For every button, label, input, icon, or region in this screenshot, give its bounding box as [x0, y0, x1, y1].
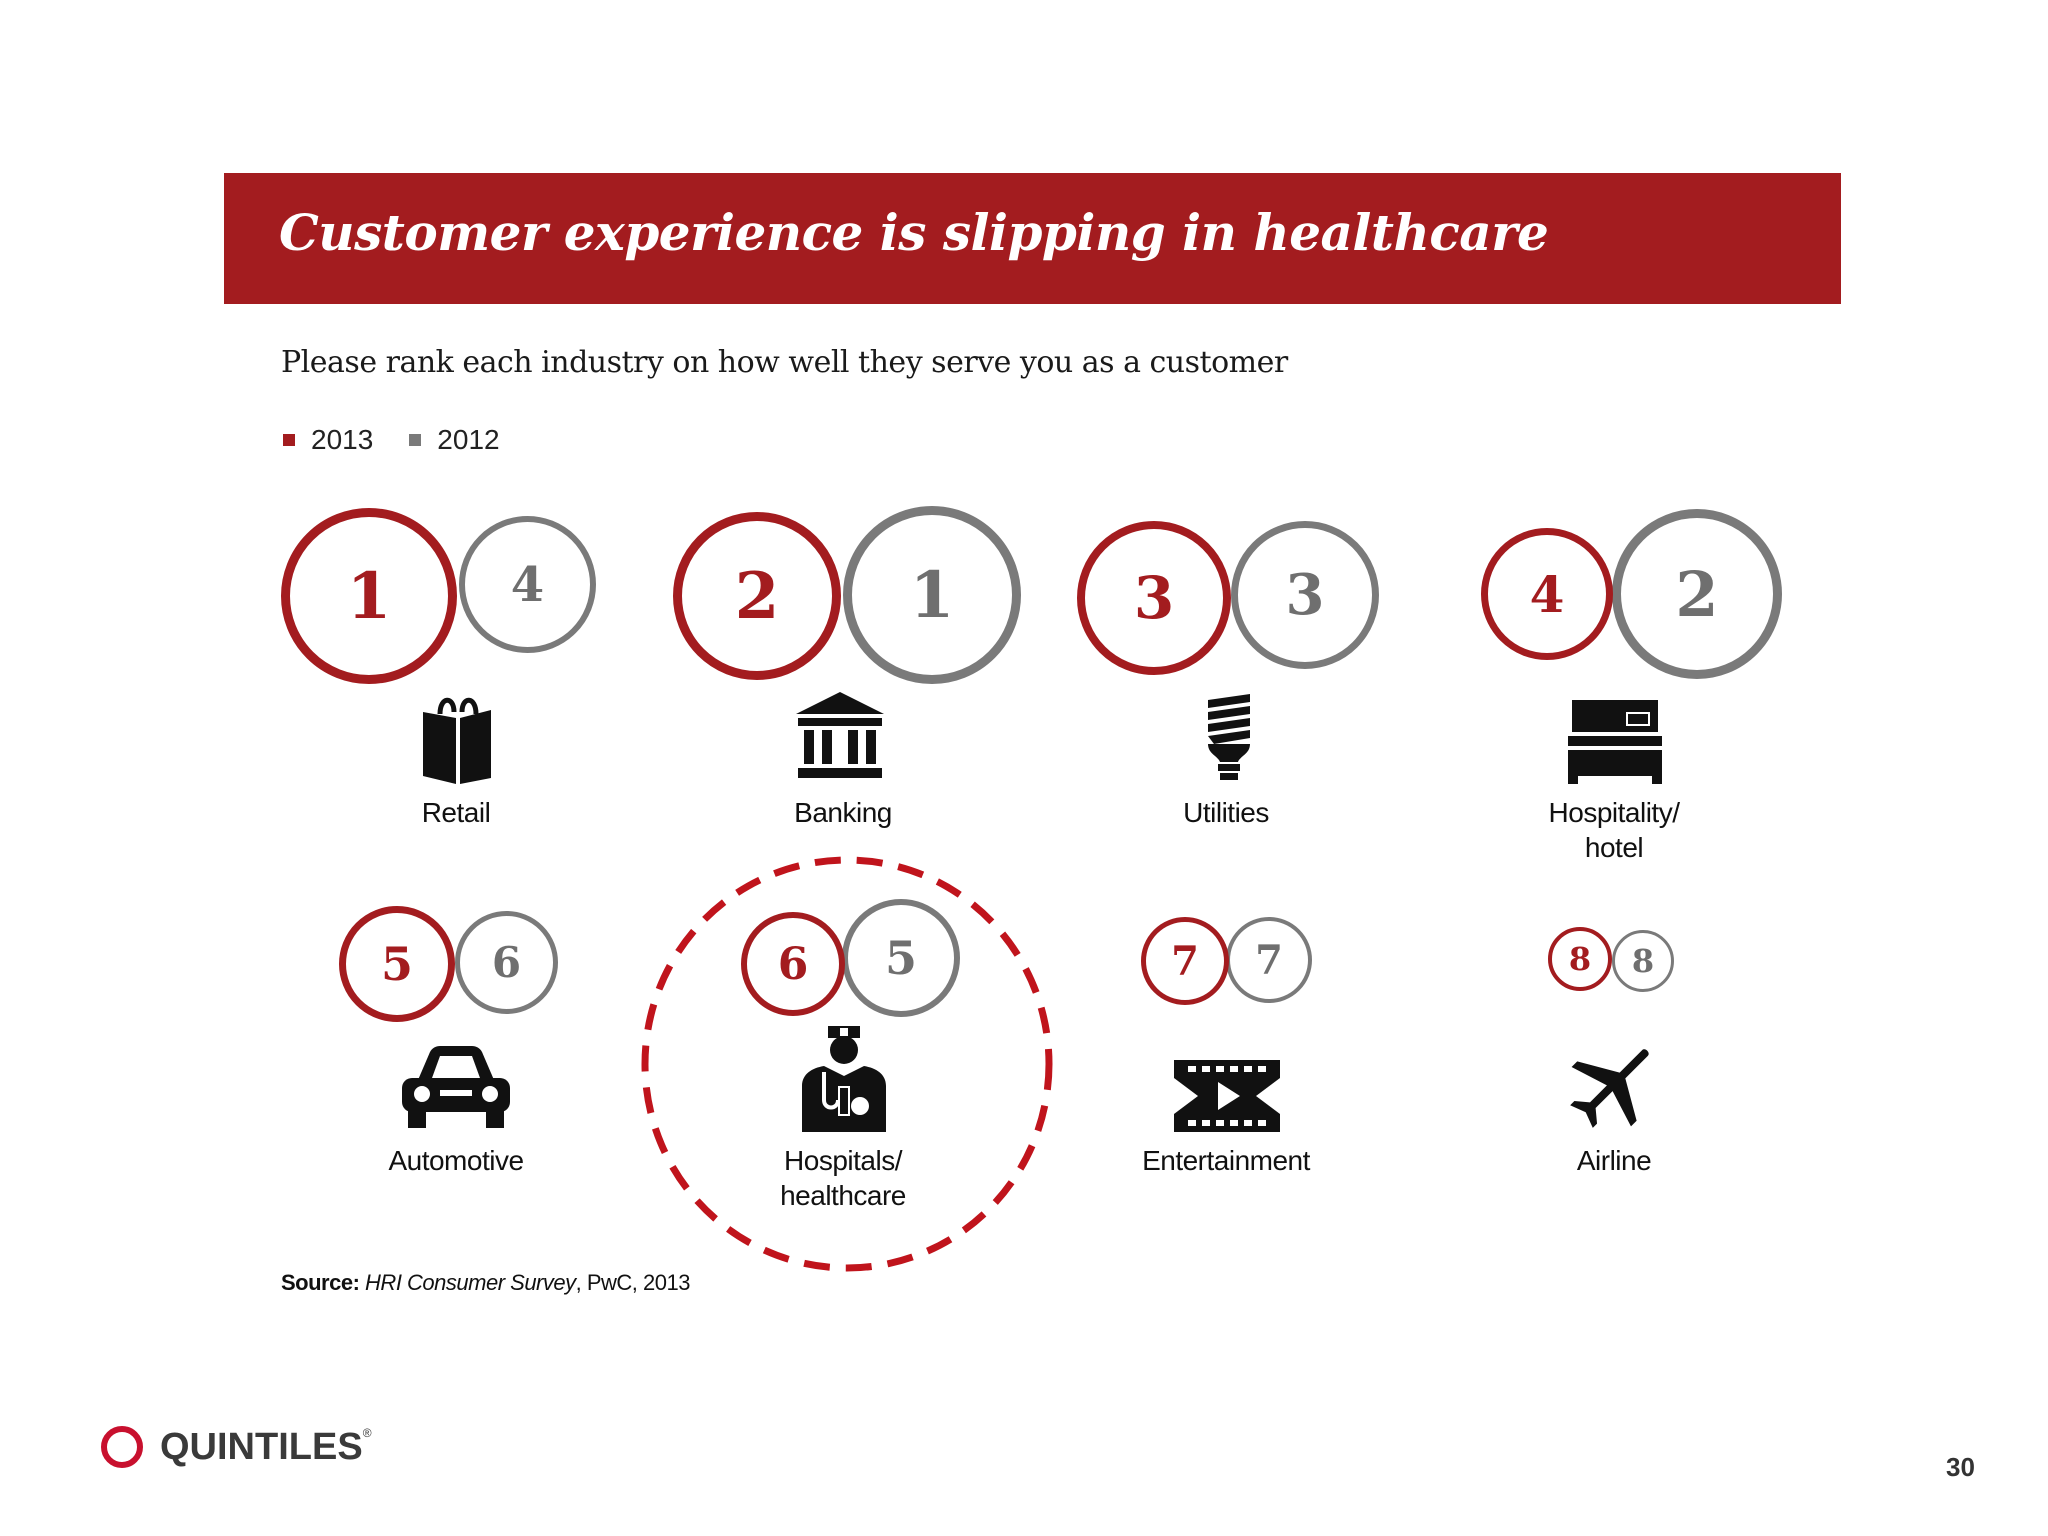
legend-swatch-2013 [283, 434, 295, 446]
light-bulb-icon [1208, 694, 1250, 780]
industry-label: Hospitality/hotel [1548, 797, 1680, 863]
rank-2012-value: 5 [884, 931, 917, 985]
rank-2012-ring: 3 [1231, 521, 1379, 669]
industry-label: Banking [794, 797, 892, 828]
rank-2013-value: 5 [380, 937, 413, 991]
rank-2013-ring: 6 [741, 912, 845, 1016]
rank-2013-ring: 7 [1141, 917, 1229, 1005]
rank-2012-ring: 1 [843, 506, 1021, 684]
film-icon [1174, 1060, 1280, 1132]
page-title: Customer experience is slipping in healt… [279, 203, 1549, 262]
industry-label: Entertainment [1142, 1145, 1310, 1176]
survey-question: Please rank each industry on how well th… [281, 345, 1288, 380]
rank-2013-value: 7 [1171, 937, 1199, 985]
car-icon [402, 1046, 510, 1128]
rank-2012-ring: 4 [459, 516, 596, 653]
rank-2012-value: 4 [510, 556, 545, 613]
airplane-icon [1570, 1049, 1649, 1128]
rank-2013-ring: 1 [281, 508, 457, 684]
rank-2013-value: 1 [346, 558, 392, 634]
rank-2013-ring: 4 [1481, 528, 1613, 660]
rank-2013-value: 3 [1133, 564, 1175, 632]
rank-2012-ring: 6 [455, 911, 558, 1014]
rank-2012-value: 2 [1675, 557, 1719, 631]
rank-2012-ring: 7 [1226, 917, 1312, 1003]
rank-2012-value: 6 [491, 938, 522, 987]
source-prefix: Source: [281, 1270, 360, 1295]
industry-label: Hospitals/healthcare [780, 1145, 906, 1211]
legend-swatch-2012 [409, 434, 422, 446]
industry-label: Utilities [1183, 797, 1269, 828]
legend-label-2012: 2012 [437, 424, 500, 455]
rank-2012-ring: 8 [1612, 930, 1674, 992]
industry-label: Airline [1576, 1145, 1652, 1176]
bank-icon [796, 692, 884, 778]
healthcare-highlight-circle [641, 856, 1053, 1272]
legend-label-2013: 2013 [311, 424, 374, 455]
rank-2012-ring: 2 [1612, 509, 1782, 679]
industry-label: Automotive [388, 1145, 524, 1176]
source-title: HRI Consumer Survey [365, 1270, 576, 1295]
shopping-bag-icon [423, 697, 491, 784]
company-logo: QUINTILES ® [100, 1425, 372, 1469]
title-banner: Customer experience is slipping in healt… [224, 173, 1841, 304]
industry-label: Retail [421, 797, 491, 828]
bed-icon [1568, 700, 1662, 784]
rank-2013-value: 8 [1568, 940, 1592, 978]
rank-2013-value: 2 [734, 558, 780, 634]
registered-mark: ® [362, 1426, 372, 1440]
rank-2012-value: 7 [1255, 936, 1283, 984]
page-number: 30 [1946, 1452, 1975, 1482]
legend-item-2013: 2013 [283, 424, 373, 456]
rank-2012-ring: 5 [842, 899, 960, 1017]
rank-2012-value: 8 [1631, 942, 1655, 980]
rank-2013-ring: 8 [1548, 927, 1612, 991]
rank-2013-value: 4 [1529, 564, 1565, 624]
rank-2013-ring: 3 [1077, 521, 1231, 675]
quintiles-logo-icon [101, 1426, 143, 1468]
rank-2012-value: 1 [909, 557, 955, 633]
source-note: Source: HRI Consumer Survey, PwC, 2013 [281, 1270, 690, 1296]
rank-2013-value: 6 [777, 938, 809, 990]
legend: 2013 2012 [283, 424, 536, 456]
rank-2013-ring: 2 [673, 512, 841, 680]
source-suffix: , PwC, 2013 [575, 1270, 691, 1295]
rank-2013-ring: 5 [339, 906, 455, 1022]
legend-item-2012: 2012 [409, 424, 500, 456]
rank-2012-value: 3 [1285, 562, 1325, 628]
doctor-icon [802, 1026, 886, 1132]
company-name: QUINTILES [160, 1425, 363, 1468]
